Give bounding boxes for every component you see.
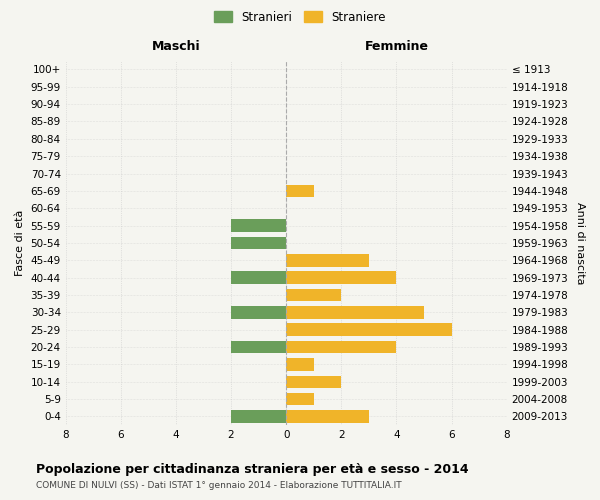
Bar	[286, 184, 314, 197]
Bar	[286, 341, 397, 353]
Bar	[286, 288, 341, 301]
Bar	[286, 254, 369, 266]
Bar	[286, 393, 314, 406]
Text: Femmine: Femmine	[364, 40, 428, 54]
Bar	[286, 306, 424, 318]
Bar	[231, 410, 286, 422]
Text: Maschi: Maschi	[152, 40, 200, 54]
Bar	[286, 376, 341, 388]
Bar	[231, 236, 286, 249]
Bar	[231, 272, 286, 284]
Bar	[231, 341, 286, 353]
Bar	[286, 358, 314, 370]
Legend: Stranieri, Straniere: Stranieri, Straniere	[209, 6, 391, 28]
Text: Popolazione per cittadinanza straniera per età e sesso - 2014: Popolazione per cittadinanza straniera p…	[36, 462, 469, 475]
Bar	[286, 410, 369, 422]
Bar	[286, 324, 452, 336]
Bar	[231, 306, 286, 318]
Y-axis label: Fasce di età: Fasce di età	[15, 210, 25, 276]
Text: COMUNE DI NULVI (SS) - Dati ISTAT 1° gennaio 2014 - Elaborazione TUTTITALIA.IT: COMUNE DI NULVI (SS) - Dati ISTAT 1° gen…	[36, 480, 401, 490]
Bar	[231, 220, 286, 232]
Y-axis label: Anni di nascita: Anni di nascita	[575, 202, 585, 284]
Bar	[286, 272, 397, 284]
